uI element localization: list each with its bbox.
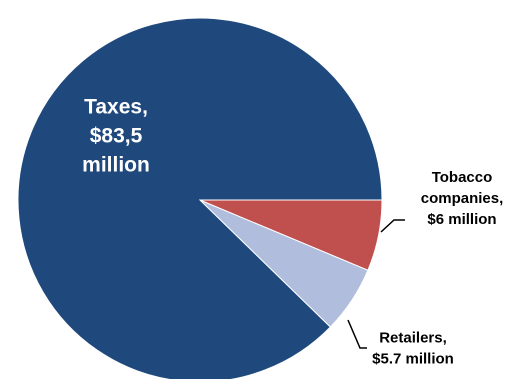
- data-label-line: million: [82, 154, 150, 177]
- data-label-line: $83,5: [90, 125, 143, 148]
- data-label-line: companies,: [421, 190, 504, 207]
- pie-slice-tobacco-companies: [199, 199, 383, 271]
- data-label-line: Tobacco: [432, 169, 493, 186]
- data-label-taxes: Taxes, $83,5 million: [82, 96, 150, 177]
- data-label-line: Retailers,: [379, 329, 447, 346]
- data-label-retailers: Retailers, $5.7 million: [372, 329, 454, 367]
- leader-line-tobacco-companies: [380, 219, 405, 233]
- pie-slice-taxes: [17, 17, 383, 379]
- data-label-line: $5.7 million: [372, 350, 454, 367]
- data-label-tobacco-companies: Tobacco companies, $6 million: [421, 169, 504, 228]
- data-label-line: $6 million: [427, 211, 496, 228]
- leader-line-retailers: [347, 319, 367, 349]
- data-label-line: Taxes,: [84, 96, 148, 119]
